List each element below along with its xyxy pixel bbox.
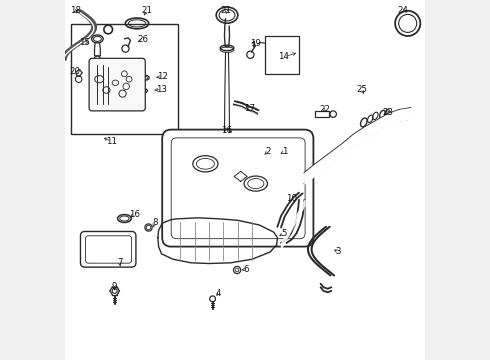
- Text: 4: 4: [216, 289, 221, 298]
- Text: 15: 15: [78, 38, 90, 47]
- Bar: [265, 36, 299, 74]
- Text: 24: 24: [397, 5, 408, 14]
- Text: 18: 18: [70, 6, 80, 15]
- Text: 2: 2: [266, 147, 271, 156]
- FancyBboxPatch shape: [89, 58, 145, 111]
- FancyBboxPatch shape: [80, 231, 136, 267]
- Text: 5: 5: [281, 229, 287, 238]
- Text: 12: 12: [157, 72, 169, 81]
- Text: 25: 25: [356, 85, 367, 94]
- Text: 9: 9: [112, 282, 118, 291]
- Text: 8: 8: [152, 218, 158, 227]
- Text: 14: 14: [278, 52, 290, 61]
- Text: 1: 1: [282, 147, 287, 156]
- Text: 17: 17: [244, 104, 255, 113]
- FancyBboxPatch shape: [162, 130, 314, 247]
- Text: 20: 20: [70, 67, 80, 76]
- Text: 11: 11: [106, 137, 117, 146]
- Bar: [72, 24, 178, 134]
- Text: 21: 21: [142, 5, 152, 14]
- Text: 6: 6: [244, 265, 249, 274]
- Text: 7: 7: [117, 258, 122, 267]
- Text: 26: 26: [137, 35, 148, 44]
- Text: 21: 21: [221, 5, 232, 14]
- Text: 16: 16: [221, 126, 232, 135]
- Text: 23: 23: [383, 108, 394, 117]
- Text: 19: 19: [249, 40, 261, 49]
- Text: 3: 3: [336, 247, 342, 256]
- Text: 13: 13: [156, 85, 167, 94]
- Bar: [315, 111, 329, 117]
- Text: 22: 22: [319, 105, 330, 114]
- Text: 16: 16: [128, 210, 140, 219]
- Text: 10: 10: [286, 194, 296, 203]
